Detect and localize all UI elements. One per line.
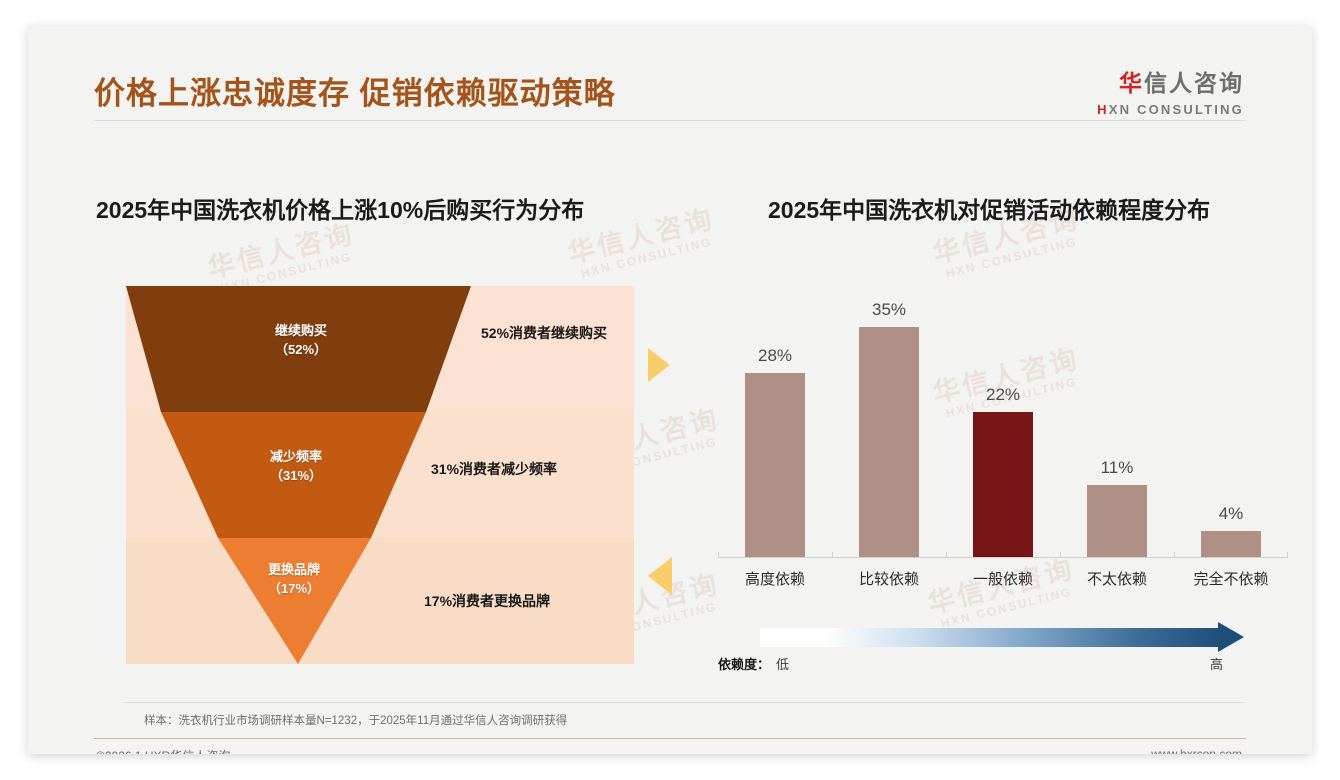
dependency-bar-chart: 28% 35% 22% 11% 4% 高度依赖 比较依赖 一般依赖 不太依赖 完… xyxy=(718,296,1288,596)
title-divider xyxy=(94,120,1246,121)
axis-tick xyxy=(832,552,833,558)
bar-value-label: 35% xyxy=(871,300,907,319)
bar[interactable] xyxy=(745,373,805,557)
arrow-right-icon xyxy=(648,348,670,382)
brand-logo: 华信人咨询 HXN CONSULTING xyxy=(1097,64,1244,117)
arrow-left-icon xyxy=(648,557,672,595)
funnel-chart: 继续购买 （52%） 52%消费者继续购买 减少频率 （31%） 31%消费者减… xyxy=(126,286,634,664)
funnel-segment-name: 更换品牌 xyxy=(267,562,320,577)
axis-tick xyxy=(718,552,719,558)
axis-tick xyxy=(1287,552,1288,558)
page-title: 价格上涨忠诚度存 促销依赖驱动策略 xyxy=(94,76,616,111)
right-panel-title: 2025年中国洗衣机对促销活动依赖程度分布 xyxy=(768,197,1211,223)
bar-value-label: 28% xyxy=(757,346,793,365)
funnel-segment-note: 52%消费者继续购买 xyxy=(481,325,608,341)
funnel-segment-label: 继续购买 （52%） xyxy=(246,322,356,360)
funnel-row[interactable]: 继续购买 （52%） 52%消费者继续购买 xyxy=(126,286,634,412)
funnel-segment-name: 继续购买 xyxy=(274,323,327,338)
logo-cn-text: 华信人咨询 xyxy=(1097,64,1244,98)
funnel-segment-pct: （17%） xyxy=(267,580,321,596)
source-divider xyxy=(124,702,1244,703)
x-axis-line xyxy=(718,557,1288,558)
logo-cn-accent: 华 xyxy=(1119,70,1144,96)
funnel-segment-name: 减少频率 xyxy=(269,449,322,464)
category-label: 一般依赖 xyxy=(972,571,1033,588)
axis-tick xyxy=(1060,552,1061,558)
logo-en-text: HXN CONSULTING xyxy=(1097,102,1244,117)
chart-plot-area: 28% 35% 22% 11% 4% xyxy=(718,296,1288,558)
funnel-segment-label: 更换品牌 （17%） xyxy=(239,561,349,599)
funnel-segment-pct: （52%） xyxy=(274,341,328,357)
gradient-bar xyxy=(760,628,1222,647)
funnel-row[interactable]: 减少频率 （31%） 31%消费者减少频率 xyxy=(126,412,634,538)
category-label: 不太依赖 xyxy=(1086,571,1147,588)
watermark-cn: 华信人咨询 xyxy=(204,218,358,284)
bar[interactable] xyxy=(1087,485,1147,557)
bar[interactable] xyxy=(1201,531,1261,557)
category-label: 高度依赖 xyxy=(744,571,805,588)
legend-low-label: 低 xyxy=(776,657,790,672)
slide-header: 价格上涨忠诚度存 促销依赖驱动策略 华信人咨询 HXN CONSULTING xyxy=(28,26,1312,122)
logo-en-rest: XN CONSULTING xyxy=(1108,102,1244,117)
bar-value-label: 22% xyxy=(985,385,1021,404)
funnel-row[interactable]: 更换品牌 （17%） 17%消费者更换品牌 xyxy=(126,538,634,664)
left-panel-title: 2025年中国洗衣机价格上涨10%后购买行为分布 xyxy=(96,197,585,223)
category-label: 完全不依赖 xyxy=(1193,571,1269,588)
watermark: 华信人咨询 HXN CONSULTING xyxy=(565,204,721,284)
funnel-segment-shape xyxy=(161,412,426,538)
funnel-segment-shape xyxy=(218,538,371,664)
bar[interactable] xyxy=(973,412,1033,557)
funnel-segment-note: 31%消费者减少频率 xyxy=(431,461,558,477)
footer-copyright: ©2026.1 HXR华信人咨询 xyxy=(96,747,230,754)
dependency-scale-legend: 依赖度： 低 高 xyxy=(718,622,1288,686)
bar-value-label: 11% xyxy=(1100,458,1134,477)
funnel-segment-note: 17%消费者更换品牌 xyxy=(424,593,551,609)
axis-tick xyxy=(1174,552,1175,558)
axis-tick xyxy=(946,552,947,558)
logo-cn-rest: 信人咨询 xyxy=(1144,70,1244,96)
arrow-head-icon xyxy=(1218,622,1244,652)
bar[interactable] xyxy=(859,327,919,557)
slide-canvas: 华信人咨询 HXN CONSULTING 华信人咨询 HXN CONSULTIN… xyxy=(28,26,1312,754)
watermark-en: HXN CONSULTING xyxy=(944,234,1079,281)
logo-en-accent: H xyxy=(1097,102,1109,117)
watermark-en: HXN CONSULTING xyxy=(579,234,714,281)
footer-divider xyxy=(94,738,1246,739)
funnel-row-background xyxy=(126,538,634,664)
bar-value-label: 4% xyxy=(1218,504,1244,523)
legend-title: 依赖度： xyxy=(718,657,771,672)
funnel-segment-label: 减少频率 （31%） xyxy=(241,448,351,486)
watermark-cn: 华信人咨询 xyxy=(564,203,718,269)
funnel-segment-pct: （31%） xyxy=(269,467,323,483)
source-note: 样本：洗衣机行业市场调研样本量N=1232，于2025年11月通过华信人咨询调研… xyxy=(144,715,568,727)
category-label: 比较依赖 xyxy=(858,571,919,588)
funnel-segment-shape xyxy=(126,286,471,412)
legend-high-label: 高 xyxy=(1210,657,1224,672)
footer-website[interactable]: www.hxrcon.com xyxy=(1151,747,1242,754)
